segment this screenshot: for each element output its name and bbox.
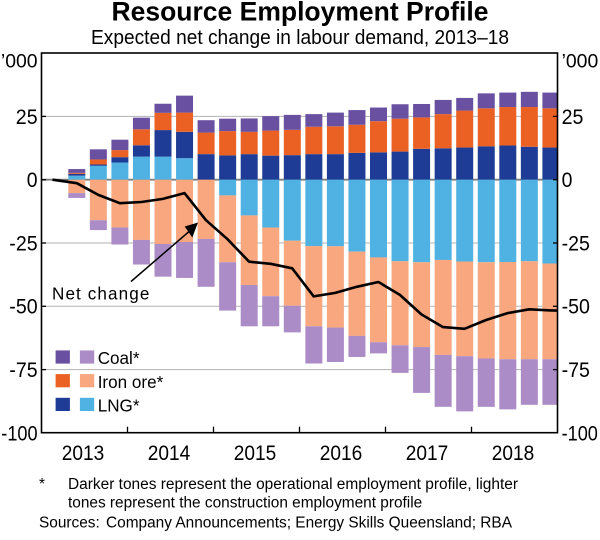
svg-text:-100: -100 <box>562 422 598 445</box>
svg-text:Company Announcements; Energy: Company Announcements; Energy Skills Que… <box>106 515 513 532</box>
svg-text:Resource Employment Profile: Resource Employment Profile <box>112 0 489 27</box>
svg-text:-75: -75 <box>9 359 37 382</box>
svg-text:Sources:: Sources: <box>39 515 100 532</box>
svg-text:Net change: Net change <box>52 285 150 304</box>
svg-text:25: 25 <box>562 106 584 129</box>
svg-text:2015: 2015 <box>234 442 277 465</box>
svg-text:2014: 2014 <box>148 442 191 465</box>
svg-text:2016: 2016 <box>320 442 363 465</box>
svg-text:2013: 2013 <box>62 442 105 465</box>
svg-text:Iron ore*: Iron ore* <box>98 373 164 392</box>
svg-text:0: 0 <box>27 169 38 192</box>
svg-text:-75: -75 <box>562 359 590 382</box>
svg-text:2017: 2017 <box>406 442 449 465</box>
svg-text:2018: 2018 <box>492 442 535 465</box>
svg-text:-50: -50 <box>9 296 37 319</box>
svg-text:*: * <box>39 476 45 493</box>
svg-text:LNG*: LNG* <box>98 397 140 416</box>
svg-text:Expected net change in labour: Expected net change in labour demand, 20… <box>91 27 509 49</box>
svg-text:-25: -25 <box>9 232 37 255</box>
svg-text:’000: ’000 <box>1 51 38 73</box>
svg-text:Coal*: Coal* <box>98 349 140 368</box>
svg-text:-50: -50 <box>562 296 590 319</box>
svg-text:25: 25 <box>16 106 38 129</box>
svg-text:0: 0 <box>562 169 573 192</box>
svg-text:’000: ’000 <box>562 51 599 73</box>
svg-text:-100: -100 <box>1 422 37 445</box>
svg-text:tones represent the constructi: tones represent the construction employm… <box>68 494 422 511</box>
svg-text:Darker tones represent the ope: Darker tones represent the operational e… <box>68 476 518 493</box>
svg-text:-25: -25 <box>562 232 590 255</box>
